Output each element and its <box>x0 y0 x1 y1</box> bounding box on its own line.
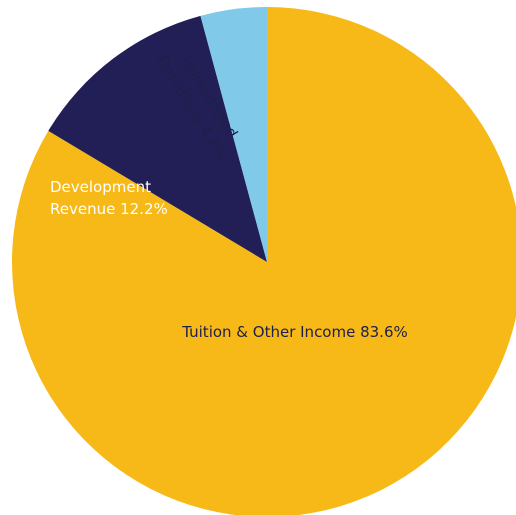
pie-slice-2 <box>200 7 267 262</box>
slice-label-line: Tuition & Other Income 83.6% <box>181 323 408 341</box>
pie-slice-0 <box>12 7 516 515</box>
slices-layer <box>12 7 516 515</box>
slice-label-1: Development Revenue 12.2% <box>50 178 168 218</box>
pie-slice-1 <box>48 15 267 262</box>
slice-label-line: Development <box>50 178 151 196</box>
slice-label-0: Tuition & Other Income 83.6% <box>181 323 408 341</box>
slice-label-line: Revenue 12.2% <box>50 200 168 218</box>
